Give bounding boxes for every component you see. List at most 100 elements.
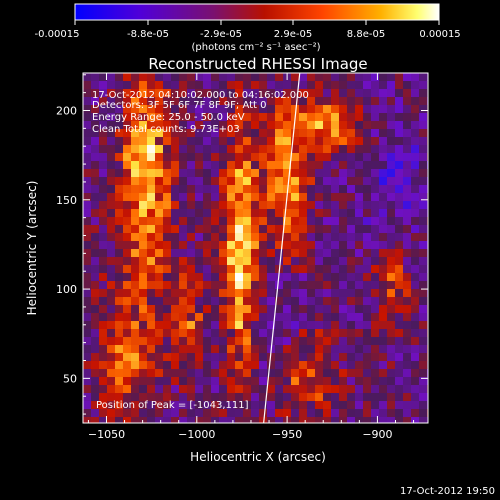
heatmap-cell	[267, 385, 276, 394]
heatmap-cell	[323, 353, 332, 362]
heatmap-cell	[387, 305, 396, 314]
heatmap-cell	[419, 257, 428, 266]
heatmap-cell	[203, 369, 212, 378]
annotation-time: 17-Oct-2012 04:10:02.000 to 04:16:02.000	[92, 90, 309, 101]
heatmap-cell	[203, 97, 212, 106]
heatmap-cell	[243, 305, 252, 314]
heatmap-cell	[387, 113, 396, 122]
heatmap-cell	[171, 305, 180, 314]
heatmap-cell	[147, 153, 156, 162]
heatmap-cell	[195, 81, 204, 90]
heatmap-cell	[139, 201, 148, 210]
heatmap-cell	[227, 345, 236, 354]
heatmap-cell	[379, 97, 388, 106]
heatmap-cell	[147, 209, 156, 218]
annotation-energy: Energy Range: 25.0 - 50.0 keV	[92, 112, 245, 123]
heatmap-cell	[195, 153, 204, 162]
heatmap-cell	[307, 281, 316, 290]
heatmap-cell	[179, 369, 188, 378]
heatmap-cell	[419, 409, 428, 418]
heatmap-cell	[371, 201, 380, 210]
heatmap-cell	[355, 401, 364, 410]
heatmap-cell	[403, 337, 412, 346]
heatmap-cell	[91, 177, 100, 186]
heatmap-cell	[315, 385, 324, 394]
heatmap-cell	[339, 105, 348, 114]
heatmap-cell	[155, 401, 164, 410]
heatmap-cell	[203, 393, 212, 402]
heatmap-cell	[275, 105, 284, 114]
heatmap-cell	[291, 329, 300, 338]
heatmap-cell	[219, 177, 228, 186]
heatmap-cell	[171, 281, 180, 290]
heatmap-cell	[91, 225, 100, 234]
heatmap-cell	[155, 241, 164, 250]
heatmap-cell	[139, 417, 148, 423]
heatmap-cell	[139, 73, 148, 82]
heatmap-cell	[387, 265, 396, 274]
heatmap-cell	[147, 145, 156, 154]
heatmap-cell	[371, 225, 380, 234]
heatmap-cell	[283, 97, 292, 106]
heatmap-cell	[411, 353, 420, 362]
heatmap-cell	[179, 361, 188, 370]
heatmap-cell	[163, 329, 172, 338]
heatmap-cell	[259, 353, 268, 362]
heatmap-cell	[179, 73, 188, 82]
heatmap-cell	[179, 113, 188, 122]
heatmap-cell	[203, 409, 212, 418]
heatmap-cell	[419, 129, 428, 138]
heatmap-cell	[259, 121, 268, 130]
heatmap-cell	[203, 129, 212, 138]
heatmap-cell	[123, 89, 132, 98]
heatmap-cell	[107, 377, 116, 386]
heatmap-cell	[147, 257, 156, 266]
heatmap-cell	[171, 385, 180, 394]
heatmap-cell	[387, 361, 396, 370]
heatmap-cell	[123, 329, 132, 338]
heatmap-cell	[403, 369, 412, 378]
heatmap-cell	[395, 89, 404, 98]
colorbar-tick-3: 2.9e-05	[274, 29, 312, 40]
heatmap-cell	[403, 297, 412, 306]
heatmap-cell	[211, 329, 220, 338]
heatmap-cell	[403, 417, 412, 423]
heatmap-cell	[283, 113, 292, 122]
heatmap-cell	[283, 305, 292, 314]
heatmap-cell	[315, 217, 324, 226]
heatmap-cell	[299, 345, 308, 354]
heatmap-cell	[227, 177, 236, 186]
heatmap-cell	[355, 273, 364, 282]
heatmap-cell	[379, 169, 388, 178]
heatmap-cell	[83, 377, 92, 386]
y-tick-label: 150	[56, 194, 77, 207]
heatmap-cell	[315, 361, 324, 370]
heatmap-cell	[299, 305, 308, 314]
heatmap-cell	[387, 337, 396, 346]
heatmap-cell	[131, 337, 140, 346]
heatmap-cell	[275, 89, 284, 98]
heatmap-cell	[179, 193, 188, 202]
heatmap-cell	[331, 161, 340, 170]
heatmap-cell	[411, 129, 420, 138]
heatmap-cell	[163, 225, 172, 234]
heatmap-cell	[203, 345, 212, 354]
heatmap-cell	[91, 337, 100, 346]
heatmap-cell	[195, 193, 204, 202]
heatmap-cell	[179, 249, 188, 258]
heatmap-cell	[139, 105, 148, 114]
heatmap-cell	[347, 185, 356, 194]
heatmap-cell	[99, 241, 108, 250]
heatmap-cell	[371, 321, 380, 330]
heatmap-cell	[107, 313, 116, 322]
heatmap-cell	[395, 313, 404, 322]
heatmap-cell	[323, 217, 332, 226]
heatmap-cell	[131, 401, 140, 410]
heatmap-cell	[123, 281, 132, 290]
heatmap-cell	[131, 153, 140, 162]
heatmap-cell	[163, 97, 172, 106]
heatmap-cell	[203, 353, 212, 362]
heatmap-cell	[195, 185, 204, 194]
heatmap-cell	[195, 417, 204, 423]
heatmap-cell	[355, 361, 364, 370]
